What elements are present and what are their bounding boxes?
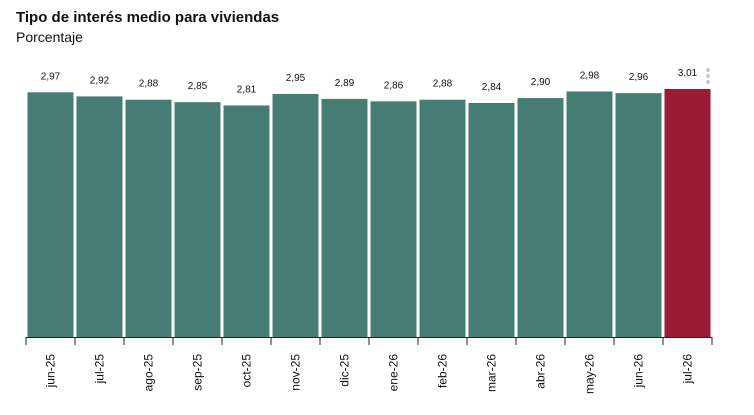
- bar-feb-26[interactable]: [419, 99, 466, 337]
- x-tick-label: jun-26: [632, 354, 646, 389]
- bar-may-26[interactable]: [566, 91, 613, 337]
- bar-dic-25[interactable]: [321, 98, 368, 337]
- chart-subtitle: Porcentaje: [16, 29, 83, 45]
- chart-menu-icon[interactable]: [704, 68, 712, 86]
- value-label: 2,95: [286, 73, 306, 84]
- bar-oct-25[interactable]: [223, 105, 270, 337]
- value-label: 2,92: [90, 75, 110, 86]
- value-label: 3,01: [678, 68, 698, 79]
- value-label: 2,96: [629, 72, 649, 83]
- bar-jul-25[interactable]: [76, 96, 123, 337]
- x-tick-label: dic-25: [338, 354, 352, 387]
- value-label: 2,84: [482, 82, 502, 93]
- value-label: 2,85: [188, 81, 208, 92]
- bar-mar-26[interactable]: [468, 103, 515, 337]
- x-tick-label: abr-26: [534, 354, 548, 389]
- x-tick-label: mar-26: [485, 354, 499, 392]
- x-tick-label: nov-25: [289, 354, 303, 391]
- bar-ene-26[interactable]: [370, 101, 417, 338]
- x-tick-label: may-26: [583, 354, 597, 394]
- value-label: 2,97: [41, 71, 61, 82]
- value-label: 2,89: [335, 78, 355, 89]
- x-tick-label: ene-26: [387, 354, 401, 392]
- x-tick-label: jun-25: [44, 354, 58, 389]
- value-label: 2,86: [384, 80, 404, 91]
- x-tick-label: oct-25: [240, 354, 254, 388]
- bar-jul-26[interactable]: [664, 89, 711, 337]
- bar-jun-25[interactable]: [27, 92, 74, 337]
- value-label: 2,90: [531, 77, 551, 88]
- value-label: 2,98: [580, 70, 600, 81]
- chart-title: Tipo de interés medio para viviendas: [16, 9, 280, 26]
- value-label: 2,88: [433, 79, 453, 90]
- bar-nov-25[interactable]: [272, 93, 319, 338]
- bar-sep-25[interactable]: [174, 102, 221, 337]
- value-label: 2,88: [139, 79, 159, 90]
- x-tick-label: ago-25: [142, 354, 156, 392]
- x-tick-label: sep-25: [191, 354, 205, 391]
- x-tick-label: jul-25: [93, 354, 107, 385]
- bar-ago-25[interactable]: [125, 99, 172, 337]
- bar-jun-26[interactable]: [615, 93, 662, 337]
- x-tick-label: feb-26: [436, 354, 450, 388]
- bar-abr-26[interactable]: [517, 98, 564, 337]
- x-tick-label: jul-26: [681, 354, 695, 385]
- value-label: 2,81: [237, 84, 257, 95]
